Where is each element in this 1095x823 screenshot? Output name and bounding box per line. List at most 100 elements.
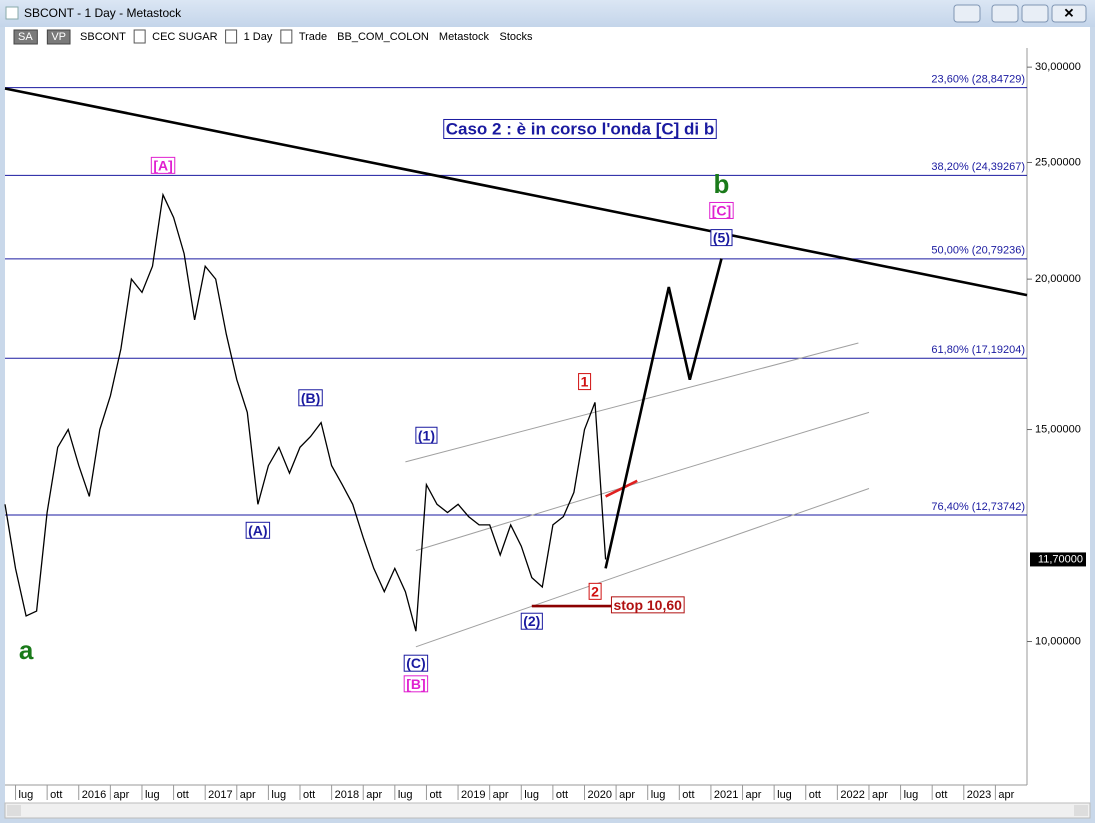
drawn-line: [604, 258, 723, 569]
wave-label-box: [710, 229, 733, 247]
minimize-button[interactable]: [991, 4, 1019, 23]
wave-label: 1: [581, 374, 589, 390]
toolbar-item: SBCONT: [80, 31, 126, 43]
fib-level-label: 76,40% (12,73742): [931, 501, 1025, 513]
wave-label: (A): [248, 522, 267, 538]
toolbar-button[interactable]: VP: [51, 31, 66, 43]
toolbar-item: CEC SUGAR: [152, 31, 217, 43]
x-tick-label: 2018: [335, 789, 359, 801]
x-tick-label: apr: [872, 789, 888, 801]
x-tick-label: ott: [50, 789, 62, 801]
toolbar-button[interactable]: SA: [18, 31, 33, 43]
wave-label-box: [245, 521, 271, 539]
x-tick-label: lug: [651, 789, 666, 801]
x-tick-label: lug: [398, 789, 413, 801]
wave-label: 2: [591, 583, 599, 599]
x-tick-label: apr: [493, 789, 509, 801]
fib-level-label: 38,20% (24,39267): [931, 161, 1025, 173]
x-tick-label: apr: [746, 789, 762, 801]
x-tick-label: ott: [303, 789, 315, 801]
wave-label-box: [415, 426, 438, 444]
x-tick-label: ott: [429, 789, 441, 801]
x-tick-label: apr: [998, 789, 1014, 801]
fib-level-label: 50,00% (20,79236): [931, 245, 1025, 257]
toolbar-item: 1 Day: [244, 31, 273, 43]
last-price-box: [1030, 552, 1086, 567]
x-tick-label: 2023: [967, 789, 991, 801]
wave-label: [B]: [406, 676, 425, 692]
plot: 10,00000 15,00000 20,00000 25,00000 30,00000…: [4, 61, 1086, 801]
wave-label: (B): [301, 390, 320, 406]
app-icon: [5, 6, 19, 20]
wave-label: [C]: [712, 202, 731, 218]
toolbar-item: BB_COM_COLON: [337, 31, 429, 43]
wave-label: (2): [523, 613, 540, 629]
wave-label-box: [709, 201, 734, 219]
toolbar-button-bg: [13, 29, 38, 45]
title-bar: [0, 0, 1095, 27]
last-price-label: 11,70000: [1038, 553, 1083, 565]
maximize-button[interactable]: [1021, 4, 1049, 23]
wave-label: (C): [406, 655, 425, 671]
x-tick-label: apr: [366, 789, 382, 801]
fib-level-label: 61,80% (17,19204): [931, 344, 1025, 356]
wave-label-box: [588, 582, 602, 600]
drawn-line: [4, 87, 1028, 297]
window-title: SBCONT - 1 Day - Metastock: [24, 6, 182, 20]
wave-label: (5): [713, 230, 730, 246]
y-tick-label: 25,00000: [1035, 156, 1081, 168]
toolbar-item: Metastock: [439, 31, 490, 43]
wave-label-box: [403, 654, 429, 672]
x-tick-label: 2021: [714, 789, 738, 801]
wave-label-box: [610, 596, 685, 614]
drawn-line: [415, 411, 870, 552]
x-tick-label: ott: [682, 789, 694, 801]
wave-label-box: [298, 389, 323, 407]
wave-label-box: [578, 373, 592, 391]
dropdown[interactable]: [225, 29, 238, 44]
x-tick-label: 2022: [840, 789, 864, 801]
x-tick-label: lug: [19, 789, 34, 801]
wave-label: (1): [418, 427, 435, 443]
y-tick-label: 30,00000: [1035, 61, 1081, 73]
fib-level-label: 23,60% (28,84729): [931, 74, 1025, 86]
dropdown[interactable]: [133, 29, 146, 44]
chart-title-box: [443, 118, 717, 139]
close-glyph: ✕: [1064, 5, 1075, 20]
x-tick-label: lug: [145, 789, 160, 801]
scroll-right[interactable]: [1074, 805, 1088, 816]
x-tick-label: 2016: [82, 789, 106, 801]
drawn-line: [405, 342, 859, 463]
y-tick-label: 10,00000: [1035, 635, 1081, 647]
x-tick-label: apr: [240, 789, 256, 801]
wave-label-box: [520, 612, 543, 630]
wave-label-box: [150, 156, 176, 174]
toolbar-button-bg: [46, 29, 71, 45]
drawn-line: [605, 479, 638, 498]
wave-label: [A]: [153, 157, 172, 173]
x-tick-label: 2020: [587, 789, 611, 801]
toolbar-item: Stocks: [500, 31, 534, 43]
toolbar: SA VP SBCONT CEC SUGAR 1 Day Trade BB_COM_COLO…: [13, 29, 534, 45]
scrollbar[interactable]: [4, 802, 1091, 819]
x-tick-label: ott: [809, 789, 821, 801]
toolbar-item: Trade: [299, 31, 327, 43]
x-tick-label: ott: [177, 789, 189, 801]
close-button[interactable]: [1051, 4, 1087, 23]
x-tick-label: apr: [113, 789, 129, 801]
x-tick-label: lug: [524, 789, 539, 801]
wave-label: a: [19, 635, 34, 665]
x-tick-label: lug: [777, 789, 792, 801]
x-tick-label: 2017: [208, 789, 232, 801]
scroll-left[interactable]: [7, 805, 21, 816]
dropdown[interactable]: [280, 29, 293, 44]
x-tick-label: apr: [619, 789, 635, 801]
wave-label: b: [714, 169, 730, 199]
x-tick-label: ott: [935, 789, 947, 801]
chart-title: Caso 2 : è in corso l'onda [C] di b: [446, 119, 715, 138]
restore-button[interactable]: [953, 4, 981, 23]
y-tick-label: 15,00000: [1035, 423, 1081, 435]
x-tick-label: lug: [271, 789, 286, 801]
x-tick-label: 2019: [461, 789, 485, 801]
